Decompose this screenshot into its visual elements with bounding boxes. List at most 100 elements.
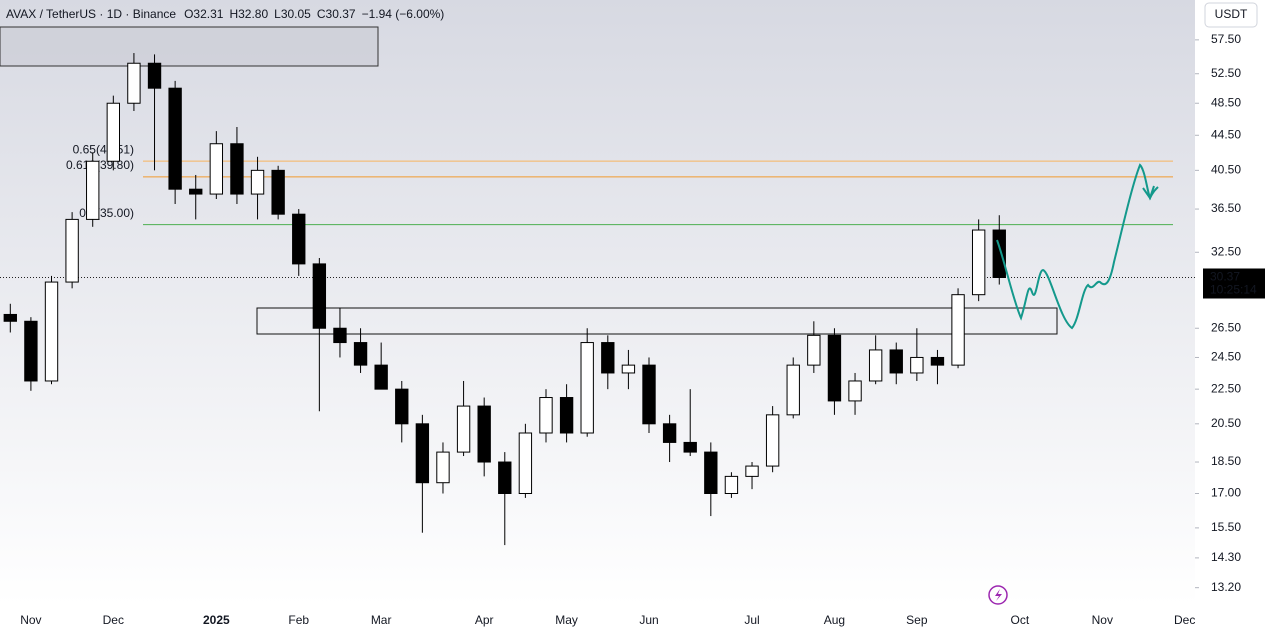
- x-tick-label: Aug: [824, 613, 845, 627]
- x-tick-label: Dec: [1174, 613, 1195, 627]
- candle-body: [456, 405, 471, 453]
- y-tick-label: 17.00: [1211, 486, 1241, 500]
- candle-body: [168, 87, 182, 190]
- support-zone: [256, 307, 1058, 335]
- x-tick-label: Nov: [20, 613, 41, 627]
- time-axis: [0, 605, 1195, 638]
- plot-background: [0, 0, 1195, 605]
- candle-body: [745, 465, 759, 477]
- candle-body: [24, 320, 38, 382]
- candle-body: [601, 342, 615, 374]
- candle-body: [724, 475, 739, 495]
- candle-body: [312, 263, 327, 329]
- y-tick-label: 22.50: [1211, 381, 1241, 395]
- candle-body: [930, 356, 945, 366]
- event-icon-bolt: [995, 589, 1002, 601]
- change-value: −1.94 (−6.00%): [362, 7, 445, 21]
- y-tick-label: 14.30: [1211, 550, 1241, 564]
- candle-body: [498, 461, 512, 495]
- candle-body: [580, 342, 594, 434]
- projection-arrow: [1142, 185, 1155, 201]
- x-tick-label: Oct: [1011, 613, 1030, 627]
- x-tick-label: Jun: [639, 613, 658, 627]
- x-tick-label: Sep: [906, 613, 928, 627]
- last-price-badge: [1203, 268, 1265, 299]
- candle-body: [477, 405, 491, 463]
- y-tick-label: 36.50: [1211, 201, 1241, 215]
- close-value: C30.37: [317, 7, 356, 21]
- candle-body: [3, 313, 17, 322]
- candle-body: [971, 229, 986, 296]
- fib-label: 0.618(39.80): [66, 158, 134, 172]
- candle-body: [333, 327, 347, 344]
- candle-body: [106, 102, 121, 162]
- y-tick-label: 20.50: [1211, 416, 1241, 430]
- candle-body: [147, 62, 162, 89]
- y-tick-label: 24.50: [1211, 350, 1241, 364]
- candle-body: [642, 364, 656, 425]
- candle-body: [395, 388, 409, 425]
- currency-label[interactable]: USDT: [1215, 7, 1248, 21]
- header: AVAX / TetherUS · 1D · Binance O32.31 H32.…: [6, 7, 444, 21]
- candle-body: [292, 213, 306, 265]
- y-tick-label: 52.50: [1211, 66, 1241, 80]
- x-tick-label: 2025: [203, 613, 230, 627]
- x-tick-label: Apr: [475, 613, 494, 627]
- candle-body: [827, 334, 842, 402]
- open-value: O32.31: [184, 7, 224, 21]
- candle-body: [189, 188, 203, 195]
- candle-body: [230, 143, 244, 195]
- candle-body: [353, 342, 368, 366]
- x-tick-label: Nov: [1092, 613, 1113, 627]
- candle-body: [621, 364, 636, 374]
- candle-body: [910, 356, 924, 374]
- currency-button[interactable]: [1204, 2, 1258, 28]
- y-tick-label: 26.50: [1211, 320, 1241, 334]
- x-tick-label: May: [555, 613, 578, 627]
- y-tick-label: 15.50: [1211, 520, 1241, 534]
- projection-path: [996, 163, 1159, 330]
- last-price-label: 30.37: [1210, 270, 1240, 284]
- candle-body: [683, 441, 697, 453]
- candle-body: [250, 169, 265, 195]
- candle-body: [539, 397, 553, 434]
- supply-zone: [0, 26, 379, 67]
- candle-body: [44, 281, 59, 382]
- candle-body: [662, 423, 677, 443]
- x-tick-label: Feb: [288, 613, 309, 627]
- high-value: H32.80: [229, 7, 268, 21]
- candle-body: [127, 62, 141, 104]
- x-tick-label: Mar: [371, 613, 392, 627]
- y-tick-label: 44.50: [1211, 127, 1241, 141]
- candle-body: [65, 218, 79, 283]
- candle-body: [436, 451, 450, 484]
- y-tick-label: 13.20: [1211, 580, 1241, 594]
- candle-body: [704, 451, 718, 495]
- candle-body: [868, 349, 883, 382]
- price-axis: [1195, 0, 1280, 638]
- countdown-label: 10:25:14: [1210, 283, 1257, 297]
- candle-body: [848, 380, 862, 402]
- x-tick-label: Jul: [744, 613, 759, 627]
- symbol-title: AVAX / TetherUS · 1D · Binance: [6, 7, 176, 21]
- y-tick-label: 18.50: [1211, 454, 1241, 468]
- y-tick-label: 40.50: [1211, 163, 1241, 177]
- candle-body: [786, 364, 800, 416]
- event-icon[interactable]: [988, 585, 1008, 605]
- candle-body: [374, 364, 388, 390]
- candle-body: [559, 397, 574, 434]
- y-tick-label: 48.50: [1211, 95, 1241, 109]
- candle-body: [415, 423, 430, 484]
- candle-body: [807, 334, 821, 366]
- candle-body: [765, 414, 780, 467]
- series-layer: 0.65(41.51)0.618(39.80)0.5(35.00): [0, 53, 1195, 546]
- low-value: L30.05: [274, 7, 311, 21]
- candle-body: [209, 143, 224, 195]
- y-tick-label: 57.50: [1211, 32, 1241, 46]
- fib-label: 0.65(41.51): [73, 142, 134, 156]
- candle-body: [271, 169, 285, 215]
- candle-body: [86, 160, 100, 220]
- candle-body: [951, 294, 965, 366]
- y-tick-label: 32.50: [1211, 244, 1241, 258]
